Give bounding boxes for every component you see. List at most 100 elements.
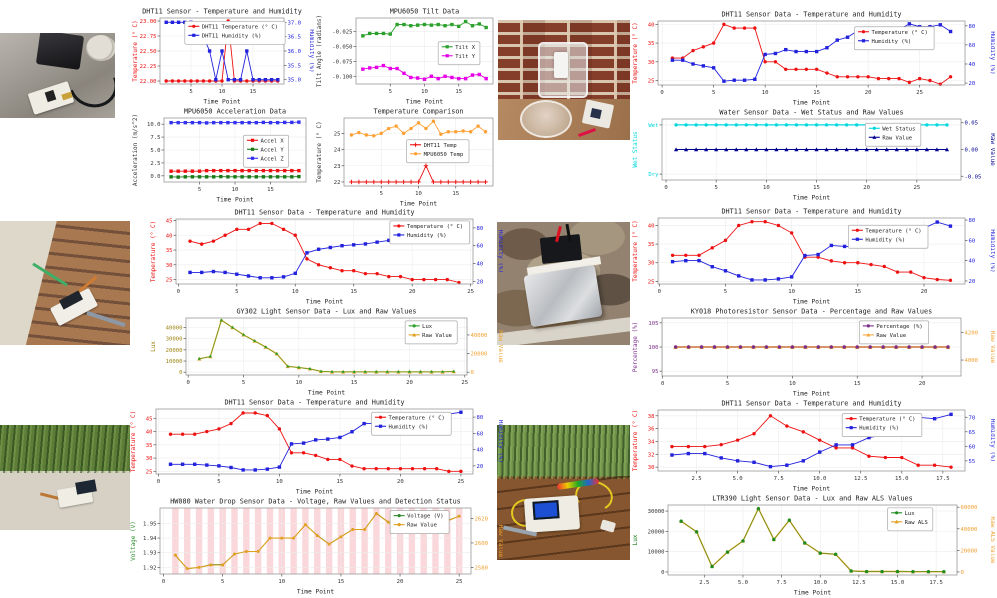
svg-text:80: 80 bbox=[969, 218, 976, 224]
svg-text:10: 10 bbox=[415, 191, 422, 197]
svg-text:15.0: 15.0 bbox=[891, 580, 904, 586]
svg-text:Time Point: Time Point bbox=[203, 99, 241, 106]
svg-text:10: 10 bbox=[763, 185, 770, 191]
svg-text:0: 0 bbox=[471, 370, 474, 376]
svg-text:Time Point: Time Point bbox=[406, 99, 444, 106]
svg-text:Time Point: Time Point bbox=[793, 486, 831, 493]
circuit-chip bbox=[590, 108, 602, 119]
chart-ky018-photoresistor: 0 5 10 15 20 Time Point 95 100 105 Percentage (%)… bbox=[630, 306, 996, 398]
svg-text:HW080 Water Drop Sensor Data -: HW080 Water Drop Sensor Data - Voltage, … bbox=[170, 498, 461, 506]
svg-text:Temperature (° C): Temperature (° C) bbox=[389, 415, 445, 421]
svg-text:DHT11 Temp: DHT11 Temp bbox=[424, 143, 457, 149]
svg-text:95: 95 bbox=[652, 369, 659, 375]
svg-text:35.0: 35.0 bbox=[288, 78, 301, 84]
svg-text:Humidity (%): Humidity (%) bbox=[989, 229, 995, 272]
svg-text:30000: 30000 bbox=[648, 509, 665, 515]
svg-text:35: 35 bbox=[166, 248, 173, 254]
chart-dht11-wide-1: 0 5 10 15 20 25 Time Point 25 30 35 40 45 Temperatur… bbox=[148, 207, 504, 306]
svg-text:Percentage (%): Percentage (%) bbox=[876, 324, 922, 330]
svg-text:0: 0 bbox=[660, 90, 663, 96]
svg-text:25: 25 bbox=[458, 479, 465, 485]
dark-module bbox=[539, 233, 583, 265]
svg-text:Temperature (° C): Temperature (° C) bbox=[316, 121, 323, 182]
svg-text:20: 20 bbox=[921, 289, 928, 295]
chart-temperature-comparison: 5 10 15 Time Point 22 23 24 25 Temperature (° C)… bbox=[314, 106, 503, 208]
svg-text:7.5: 7.5 bbox=[777, 580, 787, 586]
chart-hw080-water-drop: 0 5 10 15 20 25 Time Point 1.92 1.93 1.94 1.95 Volt… bbox=[128, 496, 504, 596]
svg-text:Raw Value: Raw Value bbox=[989, 331, 995, 364]
svg-text:7.5: 7.5 bbox=[150, 135, 160, 141]
svg-text:15: 15 bbox=[854, 381, 861, 387]
svg-text:38: 38 bbox=[648, 414, 655, 420]
svg-text:80: 80 bbox=[477, 226, 484, 232]
svg-text:15: 15 bbox=[813, 185, 820, 191]
svg-text:Time Point: Time Point bbox=[400, 201, 438, 208]
svg-text:37.0: 37.0 bbox=[288, 20, 301, 26]
svg-text:0: 0 bbox=[157, 479, 160, 485]
svg-text:GY302 Light Sensor Data - Lux: GY302 Light Sensor Data - Lux and Raw Va… bbox=[236, 308, 416, 316]
svg-text:10000: 10000 bbox=[166, 359, 183, 365]
svg-text:Humidity (%): Humidity (%) bbox=[989, 419, 995, 462]
svg-text:Humidity (%): Humidity (%) bbox=[497, 420, 503, 463]
svg-text:2580: 2580 bbox=[475, 565, 488, 571]
svg-text:Temperature (° C): Temperature (° C) bbox=[865, 228, 921, 234]
svg-text:20: 20 bbox=[865, 90, 872, 96]
svg-text:Humidity (%): Humidity (%) bbox=[389, 424, 429, 430]
svg-text:17.5: 17.5 bbox=[929, 580, 942, 586]
svg-text:55: 55 bbox=[969, 459, 976, 465]
svg-text:80: 80 bbox=[477, 415, 484, 421]
svg-text:Acceleration (m/s^2): Acceleration (m/s^2) bbox=[132, 114, 139, 186]
svg-text:15.0: 15.0 bbox=[895, 476, 908, 482]
svg-text:Temperature Comparison: Temperature Comparison bbox=[373, 108, 463, 116]
svg-text:Tilt Angle (radians): Tilt Angle (radians) bbox=[316, 15, 323, 87]
svg-text:10: 10 bbox=[421, 89, 428, 95]
svg-text:20: 20 bbox=[397, 579, 404, 585]
svg-text:60: 60 bbox=[969, 238, 976, 244]
svg-text:Lux: Lux bbox=[905, 511, 916, 517]
svg-text:25: 25 bbox=[146, 469, 153, 475]
svg-text:30000: 30000 bbox=[166, 337, 183, 343]
svg-text:Wet Status: Wet Status bbox=[882, 126, 915, 132]
svg-text:25: 25 bbox=[913, 185, 920, 191]
svg-text:Raw Value: Raw Value bbox=[497, 525, 503, 558]
svg-text:5: 5 bbox=[217, 479, 220, 485]
svg-text:10: 10 bbox=[295, 380, 302, 386]
svg-text:15: 15 bbox=[455, 89, 462, 95]
svg-text:-0.025: -0.025 bbox=[332, 30, 352, 36]
svg-text:10: 10 bbox=[276, 479, 283, 485]
svg-text:Humidity (%): Humidity (%) bbox=[497, 230, 503, 273]
svg-text:15: 15 bbox=[351, 380, 358, 386]
svg-text:Raw ALS: Raw ALS bbox=[905, 520, 928, 526]
metal-junction-box bbox=[523, 264, 603, 328]
svg-text:0.00: 0.00 bbox=[965, 148, 978, 154]
svg-text:20: 20 bbox=[406, 380, 413, 386]
svg-text:Humidity (%): Humidity (%) bbox=[859, 426, 899, 432]
svg-text:22.00: 22.00 bbox=[140, 79, 157, 85]
svg-text:60: 60 bbox=[477, 244, 484, 250]
svg-text:35: 35 bbox=[648, 242, 655, 248]
svg-text:Raw Value: Raw Value bbox=[989, 133, 995, 166]
svg-text:Accel Z: Accel Z bbox=[261, 156, 285, 162]
svg-text:20000: 20000 bbox=[961, 548, 978, 554]
svg-text:2.5: 2.5 bbox=[692, 476, 702, 482]
svg-text:Temperature (° C): Temperature (° C) bbox=[132, 20, 139, 81]
svg-text:0: 0 bbox=[179, 370, 182, 376]
chart-ltr390-light: 2.5 5.0 7.5 10.0 12.5 15.0 17.5 Time Point 0 1000… bbox=[630, 493, 996, 597]
svg-text:Tilt X: Tilt X bbox=[455, 45, 476, 51]
svg-text:Time Point: Time Point bbox=[216, 197, 254, 204]
svg-text:40000: 40000 bbox=[471, 333, 488, 339]
svg-text:10.0: 10.0 bbox=[813, 580, 826, 586]
svg-text:5.0: 5.0 bbox=[150, 148, 160, 154]
svg-text:Wet: Wet bbox=[648, 123, 658, 129]
svg-text:Temperature (° C): Temperature (° C) bbox=[859, 417, 915, 423]
svg-text:20: 20 bbox=[477, 279, 484, 285]
svg-text:36.5: 36.5 bbox=[288, 35, 301, 41]
svg-text:20000: 20000 bbox=[648, 529, 665, 535]
svg-text:-0.100: -0.100 bbox=[332, 74, 352, 80]
solar-panel bbox=[75, 479, 97, 495]
photo-grass-concrete-device bbox=[0, 425, 130, 530]
svg-text:Humidity (%): Humidity (%) bbox=[989, 31, 995, 74]
svg-text:10.0: 10.0 bbox=[813, 476, 826, 482]
svg-text:DHT11 Sensor Data - Temperatur: DHT11 Sensor Data - Temperature and Humi… bbox=[721, 400, 901, 408]
svg-text:36: 36 bbox=[648, 427, 655, 433]
